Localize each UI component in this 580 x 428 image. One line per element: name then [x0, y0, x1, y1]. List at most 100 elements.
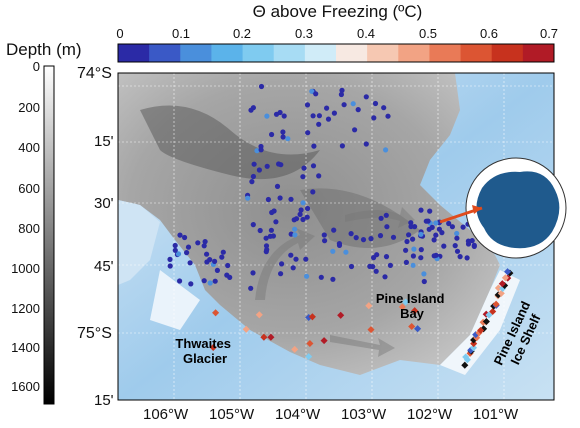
- antarctica-inset: [439, 157, 567, 259]
- observation-dot: [406, 232, 412, 238]
- map-area: [118, 73, 554, 400]
- depth-tick: 400: [18, 140, 40, 155]
- observation-dot: [264, 163, 270, 169]
- observation-dot: [316, 121, 322, 127]
- observation-dot: [207, 280, 213, 286]
- coastal-marker: [306, 339, 314, 348]
- observation-dot: [338, 91, 344, 98]
- ice-front-marker: [461, 361, 469, 369]
- observation-dot: [321, 232, 327, 238]
- observation-dot: [431, 237, 437, 243]
- observation-dot: [251, 161, 257, 167]
- lon-label: 101°W: [473, 406, 519, 423]
- observation-dot: [324, 105, 330, 111]
- colorbar-tick: 0.3: [294, 26, 314, 41]
- temperature-colorbar: [117, 43, 555, 63]
- lon-label: 106°W: [143, 406, 189, 423]
- observation-dot: [382, 274, 388, 280]
- lat-label: 15': [94, 392, 114, 409]
- observation-dot: [300, 174, 306, 180]
- observation-dot: [202, 239, 208, 245]
- ice-tongue: [150, 270, 200, 330]
- coastal-marker: [337, 311, 345, 319]
- observation-dot: [377, 233, 384, 239]
- observation-dot: [297, 211, 303, 217]
- coastal-marker: [367, 326, 375, 334]
- colorbar-segment: [211, 44, 244, 62]
- observation-dot: [330, 276, 336, 282]
- observation-dot: [464, 255, 470, 261]
- coastal-marker: [260, 333, 268, 341]
- observation-dot: [418, 231, 424, 237]
- observation-dot: [264, 113, 270, 119]
- observation-dot: [410, 262, 416, 268]
- observation-dot: [273, 219, 279, 225]
- coastal-marker: [305, 353, 313, 361]
- observation-dot: [316, 173, 322, 179]
- colorbar-segment: [149, 44, 181, 62]
- observation-dot: [258, 147, 264, 153]
- observation-dot: [250, 222, 256, 228]
- observation-dot: [433, 220, 439, 226]
- observation-dot: [292, 226, 298, 232]
- coastal-marker: [242, 325, 250, 333]
- observation-dot: [372, 100, 379, 107]
- observation-dot: [418, 255, 424, 261]
- observation-dot: [274, 183, 281, 189]
- lat-label: 15': [94, 133, 114, 150]
- observation-dot: [403, 259, 409, 265]
- observation-dot: [207, 257, 213, 263]
- lat-label: 75°S: [77, 325, 112, 342]
- observation-dot: [185, 244, 192, 250]
- observation-dot: [469, 238, 475, 244]
- observation-dot: [318, 274, 324, 280]
- colorbar-frame: [117, 43, 555, 63]
- observation-dot: [436, 226, 442, 232]
- observation-dot: [368, 236, 374, 242]
- observation-dot: [384, 224, 390, 230]
- ice-front-marker: [469, 344, 478, 352]
- observation-dot: [292, 232, 298, 238]
- observation-dot: [452, 243, 458, 249]
- observation-dot: [310, 163, 317, 169]
- ice-front-marker: [477, 326, 485, 334]
- observation-dot: [305, 205, 311, 212]
- observation-dot: [339, 143, 345, 149]
- observation-dot: [331, 227, 337, 233]
- observation-dot: [280, 129, 286, 135]
- observation-dot: [300, 200, 306, 206]
- observation-dot: [383, 212, 389, 218]
- observation-dot: [355, 107, 361, 113]
- observation-dot: [293, 256, 299, 262]
- label-pib-line1: Pine Island: [376, 291, 445, 306]
- observation-dot: [254, 148, 260, 154]
- observation-dot: [269, 209, 275, 216]
- observation-dot: [341, 102, 347, 108]
- coastal-marker: [308, 313, 316, 321]
- colorbar-tick: 0.4: [356, 26, 376, 41]
- observation-dot: [177, 278, 183, 284]
- label-thwaites-line2: Glacier: [183, 351, 227, 366]
- observation-dot: [285, 136, 291, 142]
- observation-dot: [411, 246, 417, 252]
- observation-dot: [278, 271, 284, 277]
- observation-dot: [343, 249, 349, 255]
- observation-dot: [310, 189, 316, 195]
- depth-colorbar: [43, 65, 55, 405]
- observation-dot: [313, 91, 319, 97]
- colorbar-segment: [242, 44, 275, 62]
- observation-dot: [256, 167, 262, 173]
- observation-dot: [387, 262, 393, 268]
- observation-dot: [245, 195, 251, 201]
- observation-dot: [348, 263, 355, 270]
- observation-dot: [383, 254, 390, 260]
- observation-dot: [177, 232, 183, 238]
- colorbar-tick: 0.7: [539, 26, 559, 41]
- coastal-marker: [408, 322, 416, 331]
- observation-dot: [385, 113, 391, 119]
- coastal-marker: [255, 311, 263, 319]
- observation-dot: [281, 113, 287, 119]
- colorbar-segment: [522, 44, 555, 62]
- observation-dot: [288, 252, 294, 258]
